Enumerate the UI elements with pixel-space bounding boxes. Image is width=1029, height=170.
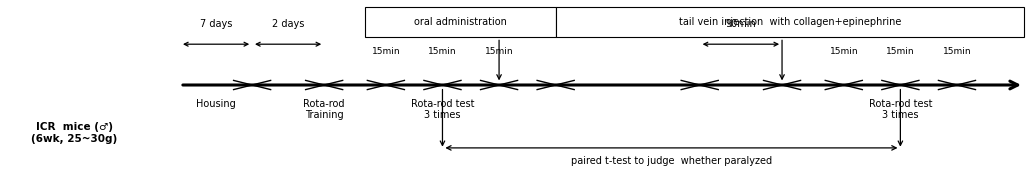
Text: ICR  mice (♂)
(6wk, 25~30g): ICR mice (♂) (6wk, 25~30g) — [31, 122, 117, 144]
Bar — [556, 7, 1024, 37]
Text: 15min: 15min — [371, 47, 400, 56]
Text: oral administration: oral administration — [414, 17, 507, 27]
Text: 15min: 15min — [829, 47, 858, 56]
Text: 2 days: 2 days — [272, 19, 305, 29]
Text: Rota-rod test
3 times: Rota-rod test 3 times — [411, 99, 474, 120]
Text: Housing: Housing — [197, 99, 236, 109]
Text: tail vein injection  with collagen+epinephrine: tail vein injection with collagen+epinep… — [678, 17, 901, 27]
Text: 15min: 15min — [485, 47, 513, 56]
Text: 7 days: 7 days — [200, 19, 233, 29]
Bar — [365, 7, 556, 37]
Text: 15min: 15min — [943, 47, 971, 56]
Text: 15min: 15min — [428, 47, 457, 56]
Text: 15min: 15min — [886, 47, 915, 56]
Text: 90min: 90min — [725, 19, 756, 29]
Text: Rota-rod test
3 times: Rota-rod test 3 times — [868, 99, 932, 120]
Text: Rota-rod
Training: Rota-rod Training — [304, 99, 345, 120]
Text: paired t-test to judge  whether paralyzed: paired t-test to judge whether paralyzed — [571, 156, 772, 166]
